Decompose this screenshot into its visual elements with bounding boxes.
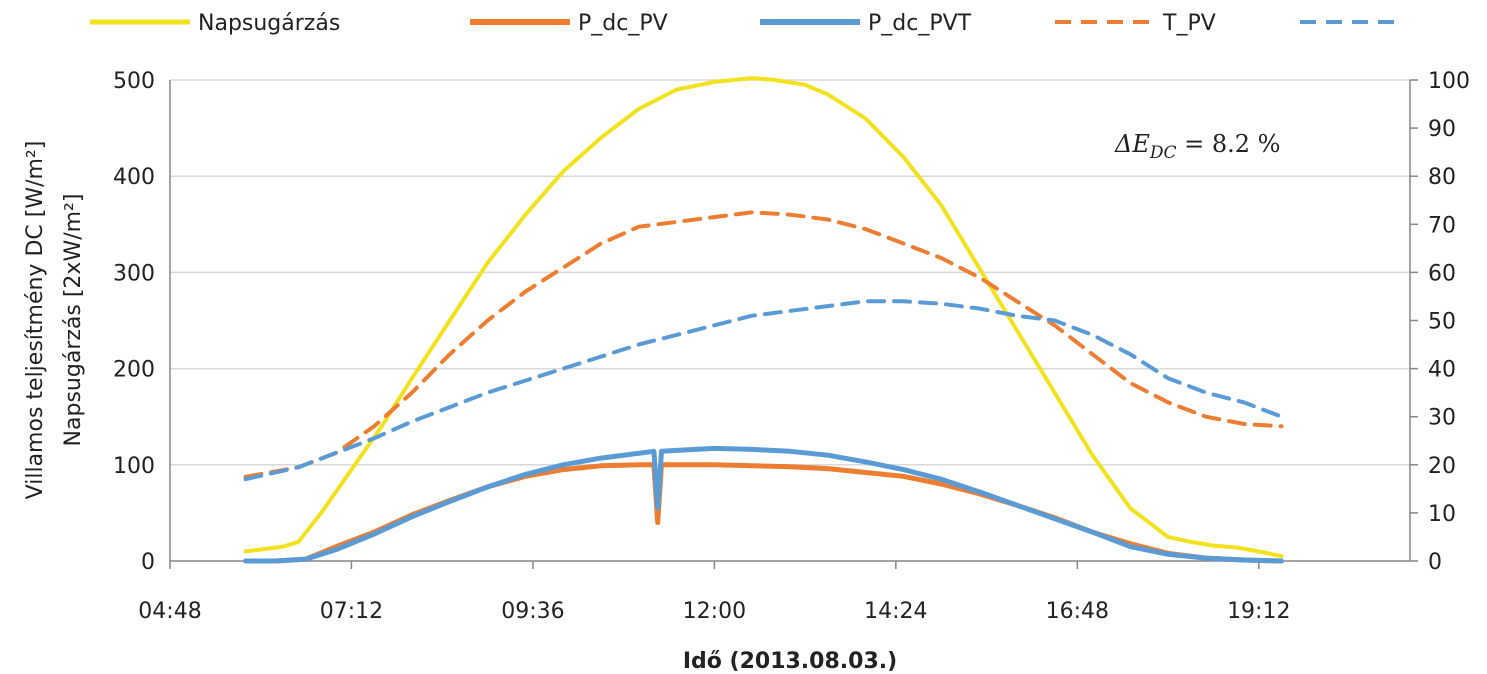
x-tick-label: 14:24 — [864, 599, 927, 624]
annotation-base: ΔE — [1114, 130, 1150, 158]
y-right-tick-label: 70 — [1428, 213, 1456, 238]
y-right-tick-label: 50 — [1428, 310, 1456, 335]
y-left-tick-label: 200 — [113, 358, 155, 383]
right-axis-ticks: 0 10 20 30 40 50 60 70 80 90 100 — [1410, 69, 1470, 575]
x-tick-label: 07:12 — [320, 599, 383, 624]
series-lines — [243, 76, 1284, 564]
x-axis-ticks: 04:48 07:12 09:36 12:00 14:24 16:48 19:12 — [138, 561, 1290, 624]
annotation-subscript: DC — [1149, 143, 1177, 163]
y-right-tick-label: 60 — [1428, 261, 1456, 286]
y-right-tick-label: 20 — [1428, 454, 1456, 479]
x-tick-label: 12:00 — [683, 599, 746, 624]
y-left-tick-label: 300 — [113, 261, 155, 286]
y-left-tick-label: 500 — [113, 69, 155, 94]
x-axis-title: Idő (2013.08.03.) — [683, 649, 897, 674]
series-line — [243, 299, 1284, 482]
y-right-tick-label: 40 — [1428, 358, 1456, 383]
legend: Napsugárzás P_dc_PV P_dc_PVT T_PV — [90, 11, 1400, 36]
y-left-tick-label: 400 — [113, 165, 155, 190]
legend-label: Napsugárzás — [198, 11, 340, 36]
y-axis-title-line1: Villamos teljesítmény DC [W/m²] — [23, 141, 48, 500]
legend-label: T_PV — [1162, 11, 1216, 36]
y-right-tick-label: 10 — [1428, 502, 1456, 527]
y-left-tick-label: 0 — [141, 550, 155, 575]
series-line — [243, 210, 1284, 479]
legend-label: P_dc_PVT — [868, 11, 972, 36]
y-right-tick-label: 30 — [1428, 406, 1456, 431]
x-tick-label: 19:12 — [1227, 599, 1290, 624]
annotation-rest: = 8.2 % — [1177, 130, 1281, 158]
x-tick-label: 04:48 — [138, 599, 201, 624]
y-right-tick-label: 80 — [1428, 165, 1456, 190]
y-right-tick-label: 90 — [1428, 117, 1456, 142]
y-left-tick-label: 100 — [113, 454, 155, 479]
delta-e-annotation: ΔEDC = 8.2 % — [1114, 130, 1280, 163]
gridlines — [170, 79, 1410, 466]
y-right-tick-label: 100 — [1428, 69, 1470, 94]
y-axis-title-line2: Napsugárzás [2xW/m²] — [61, 194, 86, 447]
x-tick-label: 09:36 — [501, 599, 564, 624]
y-right-tick-label: 0 — [1428, 550, 1442, 575]
left-axis-ticks: 0 100 200 300 400 500 — [113, 69, 155, 575]
x-tick-label: 16:48 — [1046, 599, 1109, 624]
legend-label: P_dc_PV — [578, 11, 668, 36]
series-line — [243, 445, 1284, 564]
